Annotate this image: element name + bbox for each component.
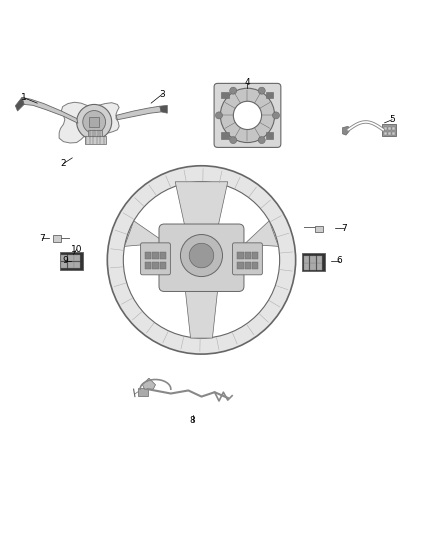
FancyBboxPatch shape bbox=[145, 262, 151, 269]
FancyBboxPatch shape bbox=[214, 83, 281, 148]
FancyBboxPatch shape bbox=[237, 262, 244, 269]
Text: 1: 1 bbox=[21, 93, 27, 102]
FancyBboxPatch shape bbox=[159, 224, 244, 292]
FancyBboxPatch shape bbox=[61, 255, 67, 261]
Circle shape bbox=[230, 87, 237, 94]
FancyBboxPatch shape bbox=[152, 252, 159, 260]
FancyBboxPatch shape bbox=[160, 252, 166, 260]
Text: 6: 6 bbox=[336, 256, 343, 265]
Text: 9: 9 bbox=[62, 256, 68, 265]
FancyBboxPatch shape bbox=[141, 243, 170, 275]
Text: 7: 7 bbox=[39, 233, 45, 243]
FancyBboxPatch shape bbox=[245, 262, 251, 269]
FancyBboxPatch shape bbox=[145, 252, 151, 260]
Circle shape bbox=[272, 112, 279, 119]
Polygon shape bbox=[160, 106, 167, 113]
FancyBboxPatch shape bbox=[310, 256, 316, 263]
Circle shape bbox=[258, 87, 265, 94]
FancyBboxPatch shape bbox=[138, 388, 148, 395]
FancyBboxPatch shape bbox=[237, 252, 244, 260]
Circle shape bbox=[107, 166, 296, 354]
FancyBboxPatch shape bbox=[388, 132, 391, 135]
Polygon shape bbox=[219, 221, 279, 255]
FancyBboxPatch shape bbox=[60, 252, 83, 270]
FancyBboxPatch shape bbox=[252, 262, 258, 269]
FancyBboxPatch shape bbox=[68, 255, 74, 261]
FancyBboxPatch shape bbox=[384, 132, 387, 135]
Polygon shape bbox=[124, 221, 184, 255]
Circle shape bbox=[258, 136, 265, 143]
FancyBboxPatch shape bbox=[222, 133, 230, 139]
Circle shape bbox=[83, 110, 106, 133]
FancyBboxPatch shape bbox=[245, 252, 251, 260]
Text: 4: 4 bbox=[245, 78, 250, 87]
FancyBboxPatch shape bbox=[265, 133, 273, 139]
Circle shape bbox=[189, 243, 214, 268]
FancyBboxPatch shape bbox=[392, 127, 395, 130]
FancyBboxPatch shape bbox=[302, 253, 325, 271]
Circle shape bbox=[124, 182, 279, 338]
FancyBboxPatch shape bbox=[61, 262, 67, 268]
FancyBboxPatch shape bbox=[392, 132, 395, 135]
FancyBboxPatch shape bbox=[382, 124, 396, 136]
Circle shape bbox=[77, 104, 112, 140]
FancyBboxPatch shape bbox=[88, 130, 102, 138]
FancyBboxPatch shape bbox=[222, 92, 230, 98]
Text: 3: 3 bbox=[159, 90, 165, 99]
Polygon shape bbox=[175, 182, 228, 243]
Text: 5: 5 bbox=[389, 115, 395, 124]
FancyBboxPatch shape bbox=[317, 256, 322, 263]
FancyBboxPatch shape bbox=[317, 263, 322, 270]
Circle shape bbox=[180, 235, 223, 277]
FancyBboxPatch shape bbox=[68, 262, 74, 268]
Circle shape bbox=[230, 136, 237, 143]
Text: 10: 10 bbox=[71, 245, 82, 254]
FancyBboxPatch shape bbox=[53, 235, 61, 241]
FancyBboxPatch shape bbox=[304, 263, 309, 270]
FancyBboxPatch shape bbox=[315, 226, 323, 232]
FancyBboxPatch shape bbox=[89, 117, 99, 127]
Text: 2: 2 bbox=[61, 159, 66, 168]
FancyBboxPatch shape bbox=[310, 263, 316, 270]
Polygon shape bbox=[116, 106, 161, 120]
FancyBboxPatch shape bbox=[252, 252, 258, 260]
FancyBboxPatch shape bbox=[265, 92, 273, 98]
FancyBboxPatch shape bbox=[152, 262, 159, 269]
FancyBboxPatch shape bbox=[384, 127, 387, 130]
Polygon shape bbox=[343, 126, 350, 135]
FancyBboxPatch shape bbox=[74, 262, 80, 268]
FancyBboxPatch shape bbox=[233, 243, 262, 275]
Polygon shape bbox=[59, 102, 119, 143]
FancyBboxPatch shape bbox=[85, 135, 106, 144]
Polygon shape bbox=[15, 98, 24, 111]
Circle shape bbox=[233, 101, 261, 130]
FancyBboxPatch shape bbox=[304, 256, 309, 263]
FancyBboxPatch shape bbox=[388, 127, 391, 130]
Polygon shape bbox=[22, 98, 78, 123]
Circle shape bbox=[215, 112, 223, 119]
FancyBboxPatch shape bbox=[74, 255, 80, 261]
Text: 7: 7 bbox=[341, 224, 347, 233]
FancyBboxPatch shape bbox=[160, 262, 166, 269]
Text: 8: 8 bbox=[190, 416, 196, 425]
Polygon shape bbox=[142, 378, 155, 389]
Circle shape bbox=[220, 88, 275, 142]
Polygon shape bbox=[184, 278, 219, 338]
